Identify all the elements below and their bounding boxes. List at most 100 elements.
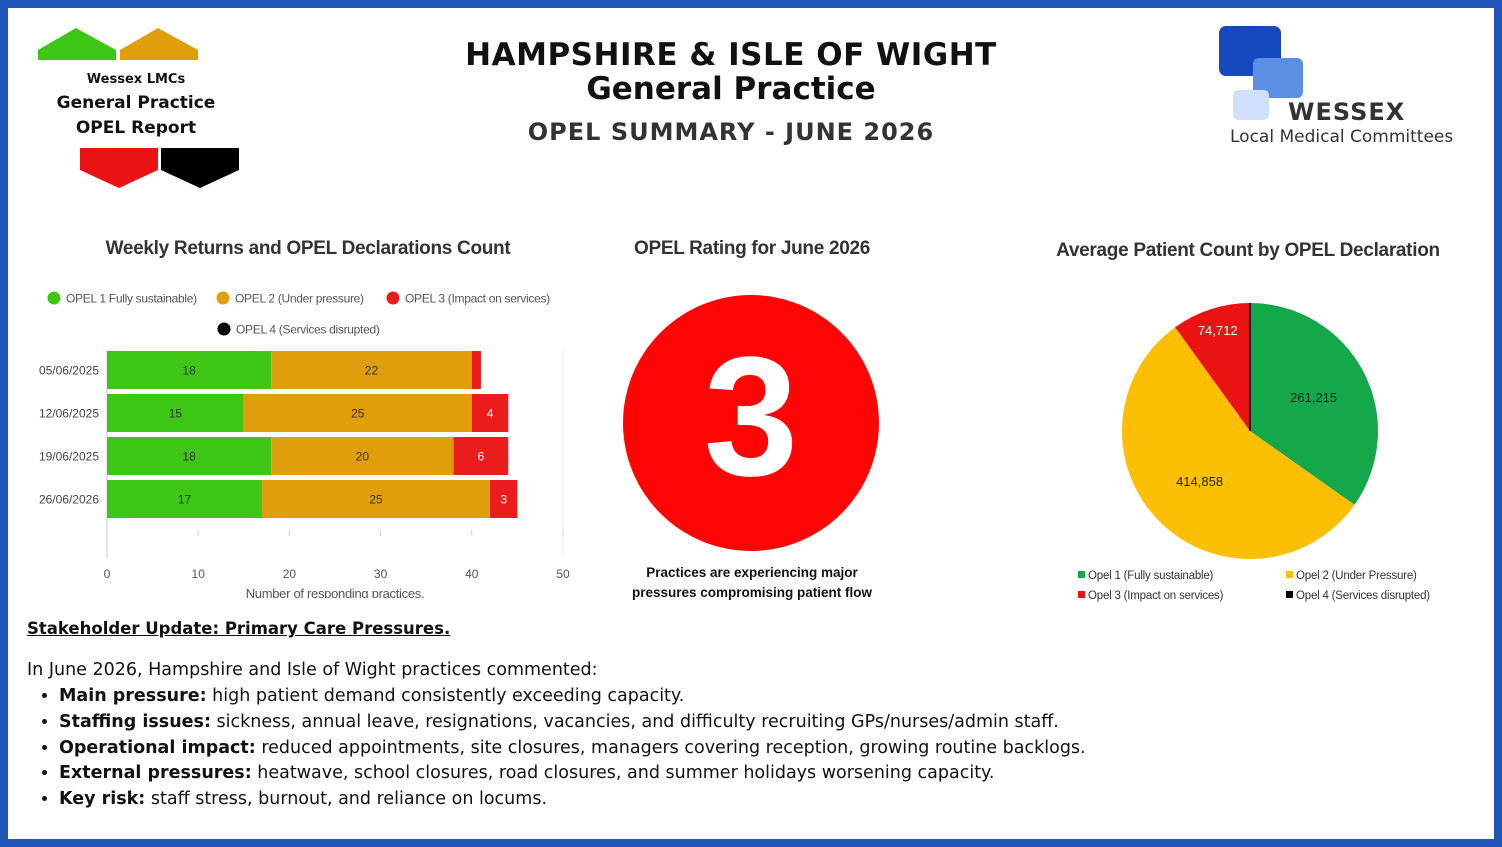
wessex-subtitle: Local Medical Committees xyxy=(1230,127,1454,147)
legend-swatch xyxy=(216,291,230,305)
wessex-lmcs-logo: Wessex LMCs General Practice OPEL Report xyxy=(36,20,246,195)
gauge-chart-title: OPEL Rating for June 2026 xyxy=(633,238,871,259)
legend-label: OPEL 2 (Under pressure) xyxy=(235,292,364,306)
bullet-item: External pressures: heatwave, school clo… xyxy=(59,761,1086,787)
bullet-label: Key risk: xyxy=(59,789,146,810)
bar-segment xyxy=(243,394,472,432)
bar-segment xyxy=(271,437,454,475)
opel-rating-caption: Practices are experiencing major pressur… xyxy=(608,563,896,603)
opel-rating-gauge: 3 xyxy=(623,295,879,551)
pie-slice xyxy=(1175,303,1250,431)
bar-segment xyxy=(107,480,263,518)
legend-swatch xyxy=(386,291,400,305)
stakeholder-intro: In June 2026, Hampshire and Isle of Wigh… xyxy=(27,660,598,680)
x-tick-label: 10 xyxy=(192,567,206,581)
bar-segment xyxy=(107,437,272,475)
bullet-label: Staffing issues: xyxy=(59,711,211,732)
stakeholder-bullets: Main pressure: high patient demand consi… xyxy=(27,684,1086,813)
bar-data-label: 4 xyxy=(487,407,494,421)
x-tick-label: 0 xyxy=(104,567,111,581)
logo-line-2: General Practice xyxy=(56,93,216,113)
x-tick-label: 30 xyxy=(374,567,388,581)
legend-label: Opel 1 (Fully sustainable) xyxy=(1088,570,1214,582)
legend-label: Opel 2 (Under Pressure) xyxy=(1296,570,1417,582)
logo-shapes xyxy=(38,28,239,188)
bar-data-label: 25 xyxy=(351,407,365,421)
weekly-returns-bar-chart: OPEL 1 Fully sustainable) OPEL 2 (Under p… xyxy=(39,291,570,598)
logo-green-chevron xyxy=(38,28,116,60)
logo-red-chevron xyxy=(80,148,158,188)
bar-data-label: 18 xyxy=(182,364,196,378)
bullet-text: staff stress, burnout, and reliance on l… xyxy=(145,789,548,810)
category-label: 12/06/2025 xyxy=(39,407,99,421)
x-tick-label: 40 xyxy=(465,567,479,581)
legend-swatch xyxy=(1078,571,1085,578)
x-axis-label: Number of responding practices. xyxy=(246,586,425,598)
bar-data-label: 25 xyxy=(369,493,383,507)
bullet-text: heatwave, school closures, road closures… xyxy=(251,763,995,784)
legend-label: Opel 4 (Services disrupted) xyxy=(1296,590,1430,602)
bar-data-label: 15 xyxy=(169,407,183,421)
bar-segment xyxy=(471,351,481,389)
title-line-1: HAMPSHIRE & ISLE OF WIGHT xyxy=(465,37,997,73)
report-subtitle: OPEL SUMMARY - JUNE 2026 xyxy=(527,118,935,146)
logo-mid-blue-square xyxy=(1253,58,1303,98)
bar-chart-title: Weekly Returns and OPEL Declarations Cou… xyxy=(105,238,511,259)
category-label: 05/06/2025 xyxy=(39,364,99,378)
bar-segment xyxy=(107,394,244,432)
bullet-item: Key risk: staff stress, burnout, and rel… xyxy=(59,787,1086,813)
legend-swatch xyxy=(1286,591,1293,598)
pie-data-label: 414,858 xyxy=(1176,474,1223,489)
stakeholder-title: Stakeholder Update: Primary Care Pressur… xyxy=(27,619,451,638)
bar-segment xyxy=(453,437,509,475)
bar-data-label: 22 xyxy=(365,364,379,378)
logo-line-3: OPEL Report xyxy=(75,118,197,138)
bullet-label: External pressures: xyxy=(59,763,252,784)
category-label: 19/06/2025 xyxy=(39,450,99,464)
legend-label: OPEL 4 (Services disrupted) xyxy=(236,323,380,337)
pie-slice xyxy=(1122,327,1355,559)
bullet-label: Main pressure: xyxy=(59,686,207,706)
pie-slice xyxy=(1250,303,1378,505)
bullet-item: Operational impact: reduced appointments… xyxy=(59,736,1086,762)
legend-swatch xyxy=(217,322,231,336)
bar-data-label: 20 xyxy=(356,450,370,464)
logo-amber-chevron xyxy=(120,28,198,60)
bullet-label: Operational impact: xyxy=(59,737,256,758)
bullet-text: sickness, annual leave, resignations, va… xyxy=(210,711,1059,732)
bullet-item: Main pressure: high patient demand consi… xyxy=(59,684,1086,710)
opel-rating-value: 3 xyxy=(704,322,799,512)
logo-line-1: Wessex LMCs xyxy=(86,72,186,87)
legend-label: OPEL 1 Fully sustainable) xyxy=(66,292,197,306)
bullet-text: reduced appointments, site closures, man… xyxy=(255,737,1086,758)
logo-black-chevron xyxy=(161,148,239,188)
bar-segment xyxy=(471,394,509,432)
wessex-squares-logo xyxy=(1219,26,1303,120)
bullet-text: high patient demand consistently exceedi… xyxy=(206,686,685,706)
bar-segment xyxy=(271,351,472,389)
bar-segment xyxy=(490,480,518,518)
legend-swatch xyxy=(1286,571,1293,578)
bullet-item: Staffing issues: sickness, annual leave,… xyxy=(59,710,1086,736)
legend-swatch xyxy=(1078,591,1085,598)
category-label: 26/06/2026 xyxy=(39,493,99,507)
bar-data-label: 3 xyxy=(500,493,507,507)
x-tick-label: 50 xyxy=(556,567,570,581)
pie-data-label: 261,215 xyxy=(1290,390,1337,405)
legend-label: Opel 3 (Impact on services) xyxy=(1088,590,1224,602)
opel-rating-circle xyxy=(623,295,879,551)
bar-data-label: 18 xyxy=(182,450,196,464)
bar-segment xyxy=(262,480,491,518)
title-line-2: General Practice xyxy=(586,71,876,107)
logo-light-blue-square xyxy=(1233,90,1269,120)
patient-count-pie-chart: 261,215 414,858 74,712 Opel 1 (Fully sustai… xyxy=(1078,303,1431,602)
x-tick-label: 20 xyxy=(283,567,297,581)
wessex-name: WESSEX xyxy=(1288,98,1406,126)
report-frame: Wessex LMCs General Practice OPEL Report… xyxy=(8,8,1494,839)
report-header: HAMPSHIRE & ISLE OF WIGHT General Practi… xyxy=(408,38,1054,146)
legend-label: OPEL 3 (Impact on services) xyxy=(405,292,550,306)
bar-data-label: 6 xyxy=(478,450,485,464)
bar-segment xyxy=(107,351,272,389)
caption-line-1: Practices are experiencing major xyxy=(646,565,858,580)
legend-swatch xyxy=(47,291,61,305)
